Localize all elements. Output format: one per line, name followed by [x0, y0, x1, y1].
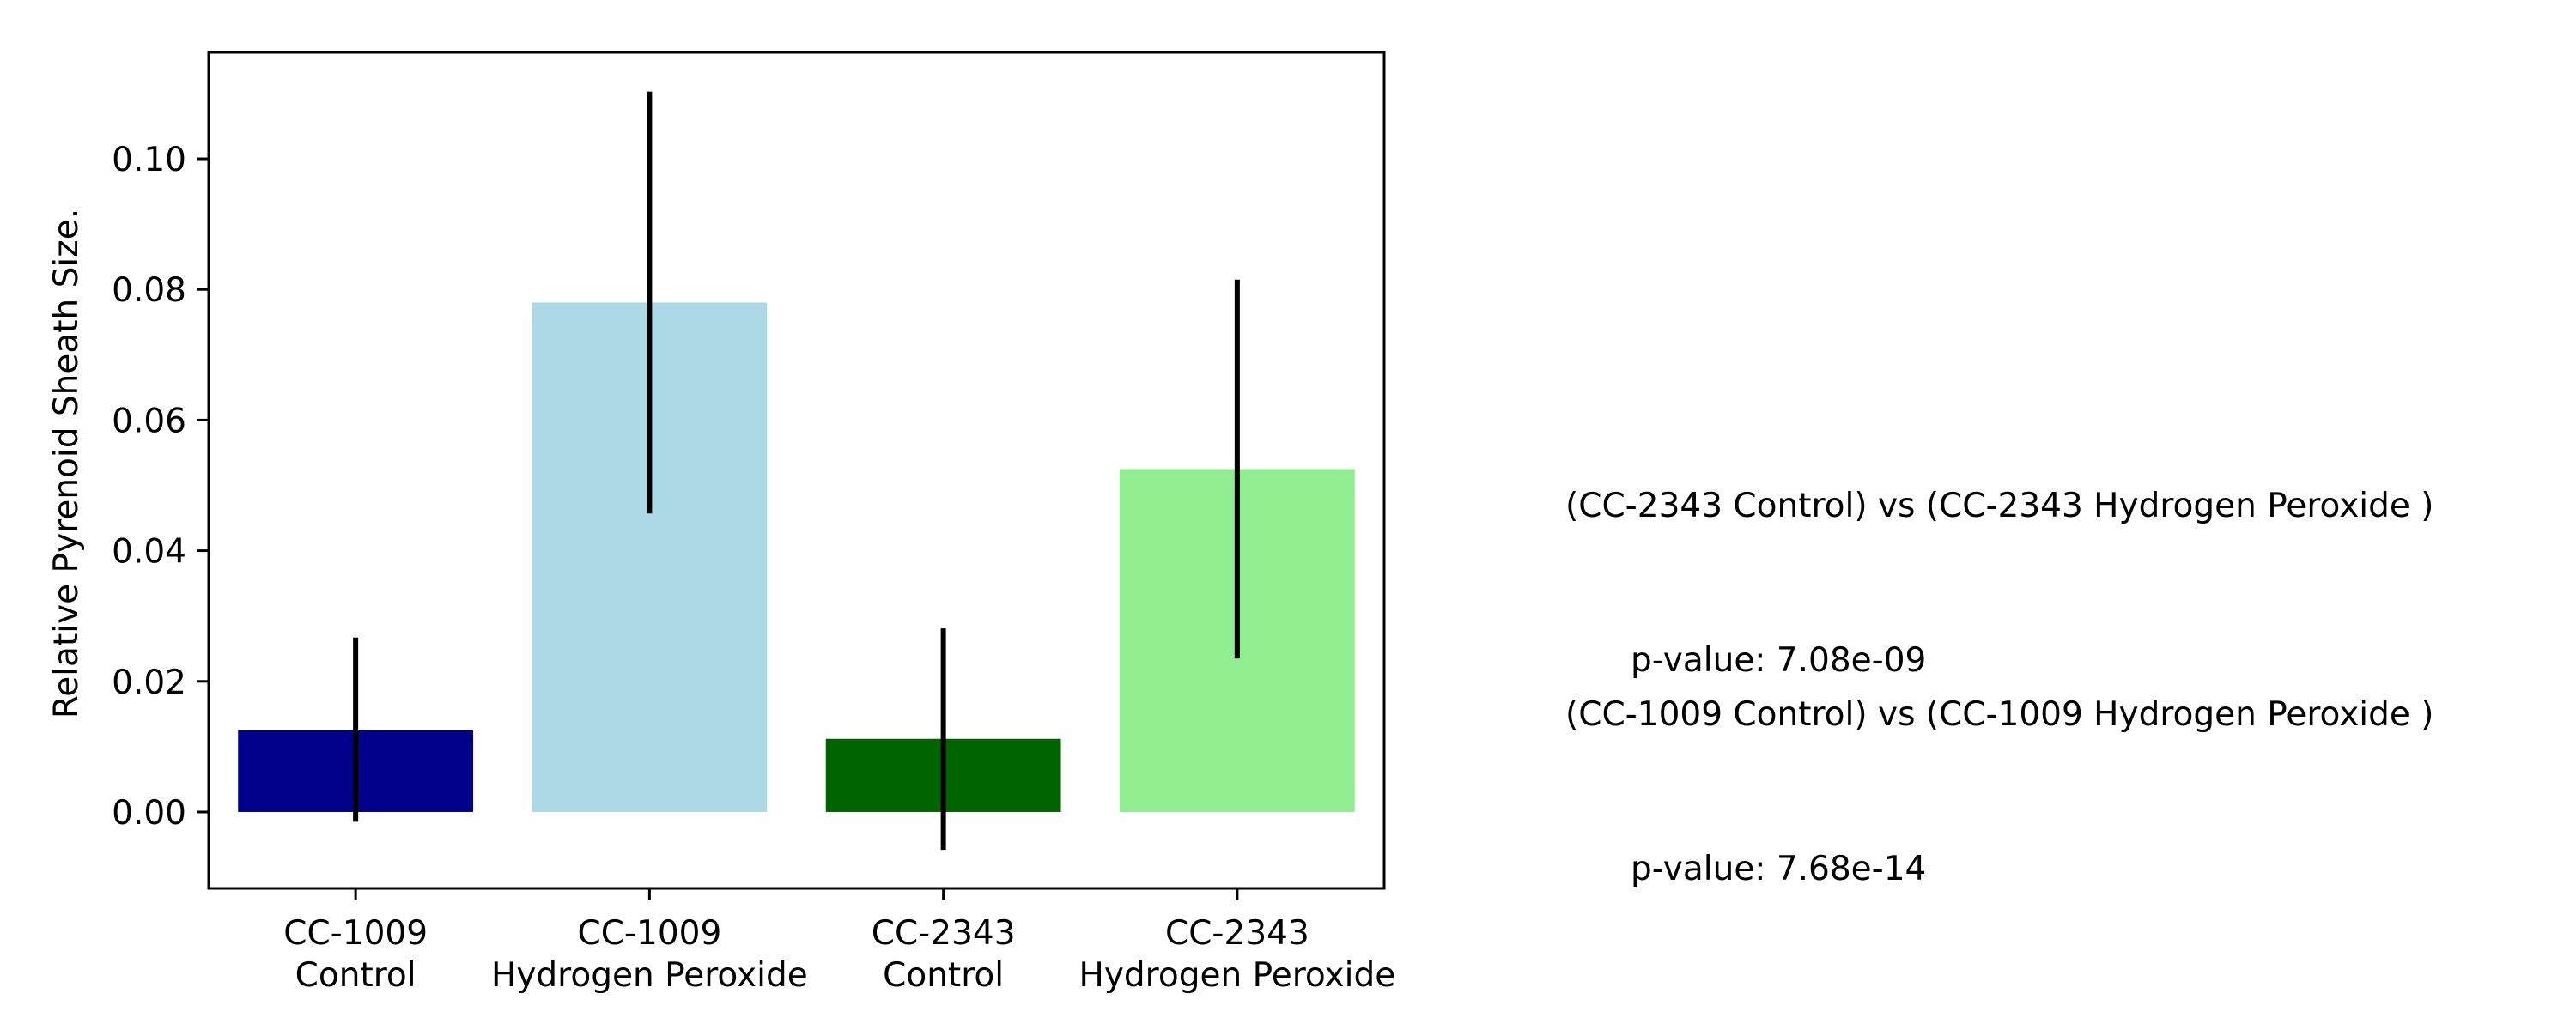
error-bars-layer — [353, 91, 1240, 851]
y-tick-label: 0.08 — [112, 271, 186, 310]
y-tick-label: 0.02 — [112, 663, 186, 702]
comparison-annotation-2: (CC-1009 Control) vs (CC-1009 Hydrogen P… — [1565, 586, 2434, 947]
plot-frame — [207, 51, 1386, 890]
y-tick-label: 0.10 — [112, 141, 186, 179]
y-tick-label: 0.04 — [112, 533, 186, 572]
p-value-text: p-value: 7.08e-09 — [1631, 641, 1927, 680]
axes-layer: 0.00 0.02 0.04 0.06 0.08 0.10 CC-1009 Control CC… — [112, 51, 1396, 995]
y-tick-label: 0.00 — [112, 794, 186, 833]
comparison-annotation-1: (CC-2343 Control) vs (CC-2343 Hydrogen P… — [1565, 378, 2434, 738]
y-tick-label: 0.06 — [112, 402, 186, 440]
p-value-text: p-value: 7.68e-14 — [1631, 850, 1927, 888]
comparison-text: (CC-2343 Control) vs (CC-2343 Hydrogen P… — [1565, 487, 2434, 525]
x-tick-label: CC-1009 Control — [283, 914, 428, 995]
x-tick-label: CC-2343 Control — [872, 914, 1016, 995]
x-tick-label: CC-1009 Hydrogen Peroxide — [491, 914, 808, 995]
comparison-text: (CC-1009 Control) vs (CC-1009 Hydrogen P… — [1565, 695, 2434, 734]
x-tick-label: CC-2343 Hydrogen Peroxide — [1079, 914, 1396, 995]
bars-layer — [238, 302, 1355, 812]
y-axis-label: Relative Pyrenoid Sheath Size. — [47, 209, 86, 718]
